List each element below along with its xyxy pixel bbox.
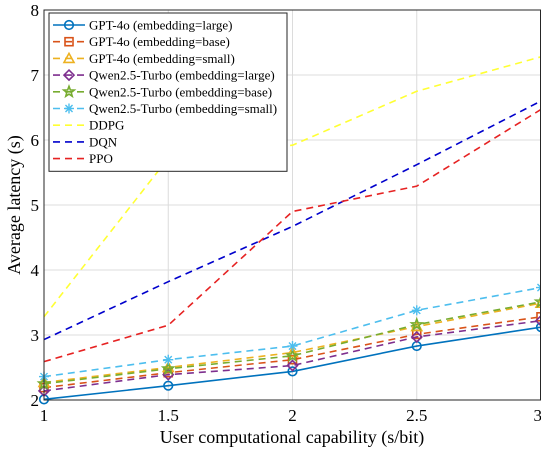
y-tick-label: 6 [31,131,40,150]
y-tick-label: 2 [31,391,40,410]
legend: GPT-4o (embedding=large)GPT-4o (embeddin… [49,13,287,171]
legend-label: DQN [89,134,118,149]
x-tick-label: 2.5 [406,406,427,425]
x-tick-label: 3 [534,406,541,425]
legend-label: Qwen2.5-Turbo (embedding=large) [89,68,275,83]
y-axis-title: Average latency (s) [4,135,25,275]
data-point [288,341,298,351]
y-tick-label: 7 [31,66,40,85]
legend-label: Qwen2.5-Turbo (embedding=small) [89,101,277,116]
series-6 [39,283,541,382]
y-tick-label: 8 [31,1,40,20]
legend-label: PPO [89,151,113,166]
data-point [163,355,173,365]
data-point [64,104,74,114]
x-tick-label: 1.5 [158,406,179,425]
legend-label: GPT-4o (embedding=large) [89,18,232,33]
legend-label: GPT-4o (embedding=base) [89,34,230,49]
x-tick-label: 1 [40,406,49,425]
legend-label: Qwen2.5-Turbo (embedding=base) [89,84,272,99]
x-axis-title: User computational capability (s/bit) [160,427,424,448]
y-tick-label: 4 [31,261,40,280]
x-tick-label: 2 [288,406,297,425]
y-tick-label: 5 [31,196,40,215]
legend-label: GPT-4o (embedding=small) [89,51,235,66]
y-tick-label: 3 [31,326,40,345]
data-point [412,305,422,315]
legend-label: DDPG [89,118,124,133]
series-3 [39,298,541,386]
